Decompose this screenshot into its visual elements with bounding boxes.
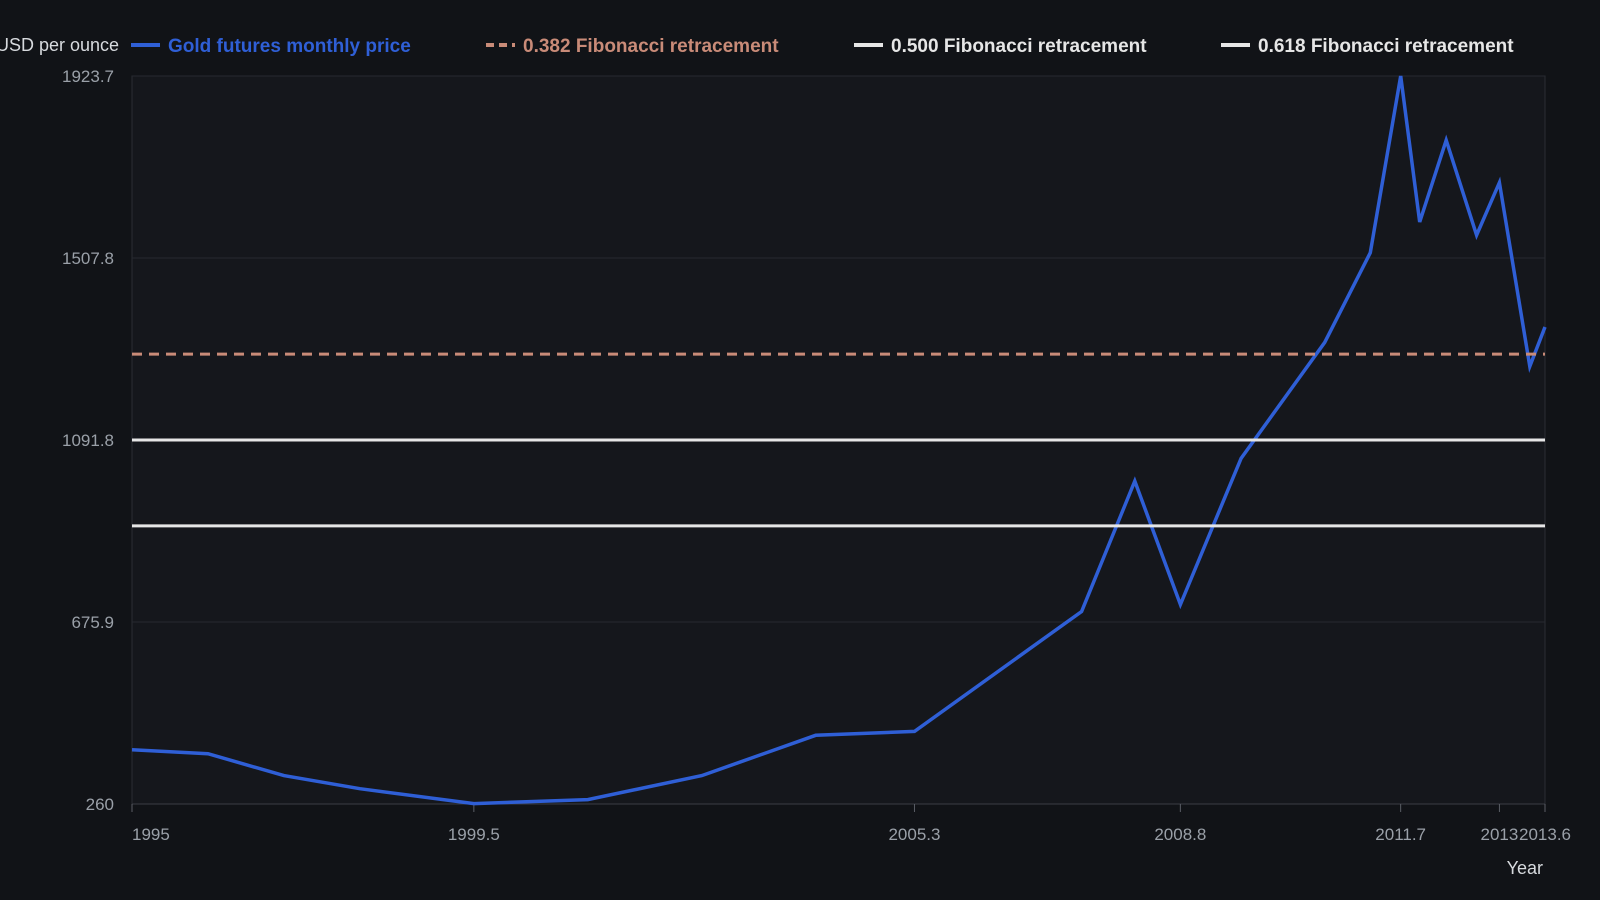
y-tick-label: 260: [86, 795, 114, 814]
y-tick-label: 1923.7: [62, 67, 114, 86]
x-tick-label: 2011.7: [1375, 825, 1426, 844]
x-axis-title: Year: [1507, 858, 1543, 878]
legend[interactable]: Gold futures monthly price 0.382 Fibonacc…: [131, 36, 1514, 57]
series-line-0: [131, 75, 1547, 806]
x-tick-label: 2005.3: [888, 825, 940, 844]
x-tick-label: 1999.5: [448, 825, 500, 844]
x-tick-label: 2013: [1481, 825, 1519, 844]
legend-label-1: 0.382 Fibonacci retracement: [523, 36, 779, 57]
legend-label-2: 0.500 Fibonacci retracement: [891, 36, 1147, 57]
x-tick-label: 2013.6: [1519, 825, 1571, 844]
y-tick-label: 1507.8: [62, 249, 114, 268]
y-tick-label: 1091.8: [62, 431, 114, 450]
x-tick-label: 2008.8: [1154, 825, 1206, 844]
series-lines: [131, 75, 1547, 806]
axes: 260 675.9 1091.8 1507.8 1923.7 1995 1999.5 2005…: [62, 67, 1571, 844]
y-tick-label: 675.9: [71, 613, 114, 632]
x-tick-label: 1995: [132, 825, 170, 844]
legend-label-3: 0.618 Fibonacci retracement: [1258, 36, 1514, 57]
y-axis-title: USD per ounce: [0, 35, 119, 55]
legend-label-0: Gold futures monthly price: [168, 36, 411, 57]
